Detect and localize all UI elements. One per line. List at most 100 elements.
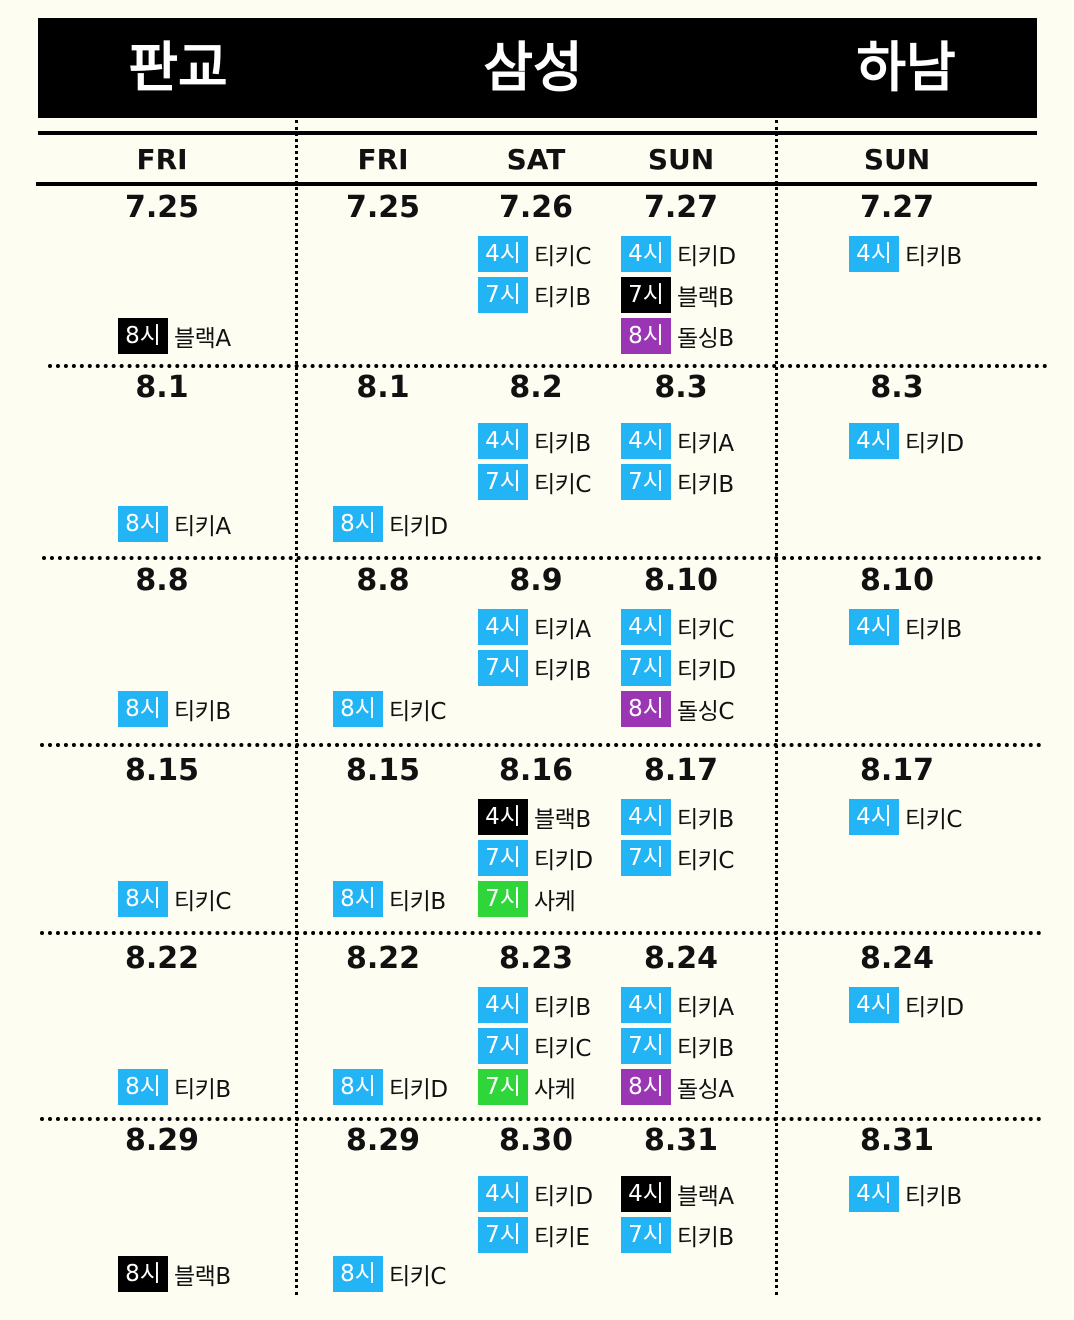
time-badge: 4시 (849, 799, 899, 835)
day-header-hanam-sun: SUN (863, 143, 931, 176)
team-name: 티키D (389, 1077, 448, 1103)
time-badge: 7시 (478, 881, 528, 917)
schedule-event: 4시 티키A (478, 609, 591, 645)
team-name: 블랙B (174, 1264, 231, 1290)
schedule-event: 7시 티키C (478, 464, 591, 500)
date-label: 8.31 (859, 1123, 935, 1158)
schedule-event: 8시 블랙A (118, 318, 231, 354)
date-label: 8.30 (498, 1123, 574, 1158)
team-name: 티키D (534, 1184, 593, 1210)
time-badge: 8시 (621, 691, 671, 727)
date-label: 8.29 (124, 1123, 200, 1158)
team-name: 티키C (389, 1264, 446, 1290)
time-badge: 8시 (118, 691, 168, 727)
date-label: 8.24 (859, 941, 935, 976)
schedule-event: 8시 돌싱C (621, 691, 734, 727)
schedule-event: 7시 티키C (621, 840, 734, 876)
schedule-event: 4시 티키C (478, 236, 591, 272)
team-name: 티키B (905, 244, 962, 270)
time-badge: 7시 (478, 1217, 528, 1253)
schedule-event: 8시 티키B (118, 691, 231, 727)
team-name: 사케 (534, 1077, 576, 1103)
time-badge: 8시 (621, 1069, 671, 1105)
schedule-event: 8시 돌싱A (621, 1069, 734, 1105)
date-label: 7.25 (345, 190, 421, 225)
date-label: 8.1 (135, 370, 189, 405)
week-divider (40, 931, 1042, 935)
schedule-event: 8시 블랙B (118, 1256, 231, 1292)
date-label: 8.17 (859, 753, 935, 788)
date-label: 8.8 (135, 563, 189, 598)
date-label: 8.15 (124, 753, 200, 788)
schedule-event: 8시 티키B (118, 1069, 231, 1105)
team-name: 티키A (677, 995, 734, 1021)
schedule-event: 8시 티키D (333, 506, 448, 542)
schedule-event: 4시 블랙B (478, 799, 591, 835)
schedule-event: 4시 티키D (621, 236, 736, 272)
time-badge: 4시 (621, 799, 671, 835)
header-bottom-rule (36, 182, 1037, 186)
time-badge: 8시 (118, 318, 168, 354)
team-name: 블랙B (677, 285, 734, 311)
day-header-pangyo-fri: FRI (136, 143, 188, 176)
date-label: 8.22 (124, 941, 200, 976)
time-badge: 8시 (118, 881, 168, 917)
schedule-event: 4시 티키A (621, 423, 734, 459)
day-header-samseong-sun: SUN (647, 143, 715, 176)
time-badge: 8시 (333, 1069, 383, 1105)
schedule-event: 4시 블랙A (621, 1176, 734, 1212)
time-badge: 7시 (478, 464, 528, 500)
schedule-event: 4시 티키D (478, 1176, 593, 1212)
schedule-event: 8시 티키C (333, 691, 446, 727)
schedule-event: 7시 티키B (478, 650, 591, 686)
time-badge: 4시 (621, 236, 671, 272)
time-badge: 7시 (621, 464, 671, 500)
team-name: 티키C (905, 807, 962, 833)
team-name: 티키B (534, 431, 591, 457)
schedule-event: 8시 티키C (333, 1256, 446, 1292)
time-badge: 8시 (118, 506, 168, 542)
team-name: 티키A (174, 514, 231, 540)
time-badge: 7시 (478, 1028, 528, 1064)
schedule-event: 7시 티키E (478, 1217, 590, 1253)
team-name: 티키B (677, 1036, 734, 1062)
date-label: 8.2 (509, 370, 563, 405)
time-badge: 4시 (621, 423, 671, 459)
schedule-event: 7시 티키B (621, 1028, 734, 1064)
schedule-event: 8시 돌싱B (621, 318, 734, 354)
week-divider (40, 1117, 1042, 1121)
team-name: 티키C (389, 699, 446, 725)
schedule-event: 7시 티키C (478, 1028, 591, 1064)
date-label: 7.27 (859, 190, 935, 225)
schedule-event: 4시 티키D (849, 987, 964, 1023)
team-name: 티키D (905, 995, 964, 1021)
time-badge: 4시 (849, 423, 899, 459)
schedule-event: 8시 티키D (333, 1069, 448, 1105)
team-name: 티키B (534, 285, 591, 311)
time-badge: 8시 (333, 881, 383, 917)
team-name: 돌싱C (677, 699, 734, 725)
schedule-event: 7시 티키D (478, 840, 593, 876)
schedule-event: 4시 티키B (478, 987, 591, 1023)
time-badge: 4시 (849, 987, 899, 1023)
date-label: 8.10 (859, 563, 935, 598)
time-badge: 7시 (478, 277, 528, 313)
date-label: 8.1 (356, 370, 410, 405)
team-name: 티키B (677, 807, 734, 833)
time-badge: 4시 (478, 987, 528, 1023)
team-name: 블랙A (677, 1184, 734, 1210)
date-label: 8.16 (498, 753, 574, 788)
time-badge: 7시 (621, 1028, 671, 1064)
time-badge: 4시 (478, 236, 528, 272)
team-name: 티키E (534, 1225, 590, 1251)
time-badge: 4시 (478, 799, 528, 835)
schedule-event: 4시 티키A (621, 987, 734, 1023)
schedule-event: 8시 티키C (118, 881, 231, 917)
schedule-event: 7시 사케 (478, 881, 576, 917)
date-label: 8.9 (509, 563, 563, 598)
week-divider (48, 364, 1048, 368)
team-name: 블랙B (534, 807, 591, 833)
venue-title-hanam: 하남 (856, 36, 956, 99)
date-label: 8.3 (654, 370, 708, 405)
